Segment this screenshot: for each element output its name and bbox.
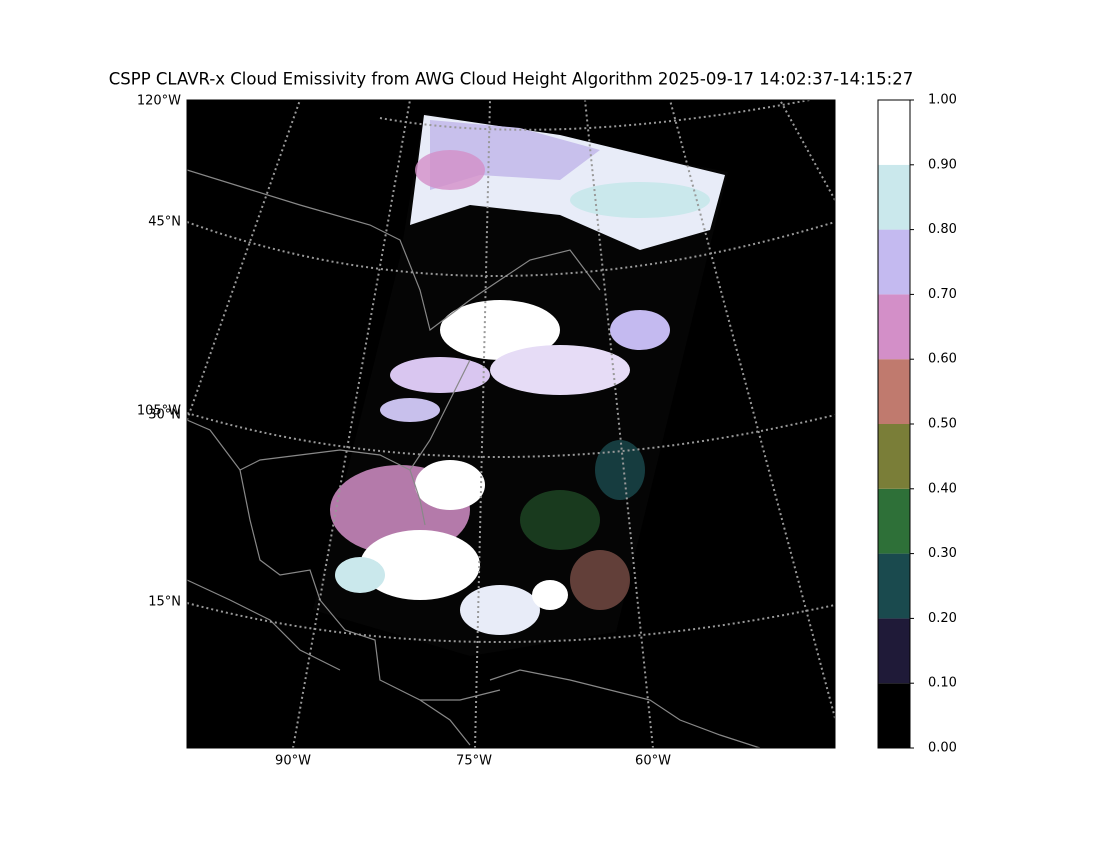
cloud-swath <box>313 113 728 656</box>
lon-label: 75°W <box>456 754 492 769</box>
map-frame <box>186 99 836 749</box>
map-labels: 45°N 30°N 15°N 120°W 105°W 90°W 75°W 60°W <box>137 94 671 769</box>
colorbar-tick-label: 0.30 <box>928 546 957 561</box>
lat-label: 30°N <box>148 408 181 423</box>
graticule <box>187 100 835 748</box>
colorbar-tick-label: 0.20 <box>928 611 957 626</box>
colorbar-tick-label: 0.90 <box>928 157 957 172</box>
colorbar-segment <box>878 488 910 554</box>
coastlines <box>187 169 761 748</box>
lat-label: 15°N <box>148 595 181 610</box>
colorbar-segment <box>878 359 910 424</box>
colorbar-tick-label: 1.00 <box>928 93 957 108</box>
colorbar-tick-label: 0.50 <box>928 417 957 432</box>
colorbar-tick-label: 0.10 <box>928 676 957 691</box>
lon-label: 120°W <box>137 94 181 109</box>
colorbar-segment <box>878 229 910 295</box>
colorbar-tick-label: 0.40 <box>928 481 957 496</box>
colorbar-tick-label: 0.00 <box>928 741 957 756</box>
colorbar-segment <box>878 100 910 165</box>
colorbar-tick-label: 0.80 <box>928 222 957 237</box>
colorbar-segment <box>878 294 910 360</box>
lon-label: 105°W <box>137 404 181 419</box>
colorbar-segment <box>878 164 910 230</box>
colorbar-tick-label: 0.60 <box>928 352 957 367</box>
lat-label: 45°N <box>148 215 181 230</box>
colorbar-segment <box>878 553 910 619</box>
colorbar-segment <box>878 424 910 489</box>
colorbar: 0.00 0.10 0.20 0.30 0.40 0.50 0.60 0.70 0.80 0.90… <box>877 93 957 756</box>
title: CSPP CLAVR-x Cloud Emissivity from AWG C… <box>109 70 913 89</box>
lon-label: 90°W <box>275 754 311 769</box>
colorbar-segment <box>878 618 910 684</box>
colorbar-tick-label: 0.70 <box>928 287 957 302</box>
lon-label: 60°W <box>635 754 671 769</box>
colorbar-segment <box>878 683 910 748</box>
map <box>187 100 835 748</box>
